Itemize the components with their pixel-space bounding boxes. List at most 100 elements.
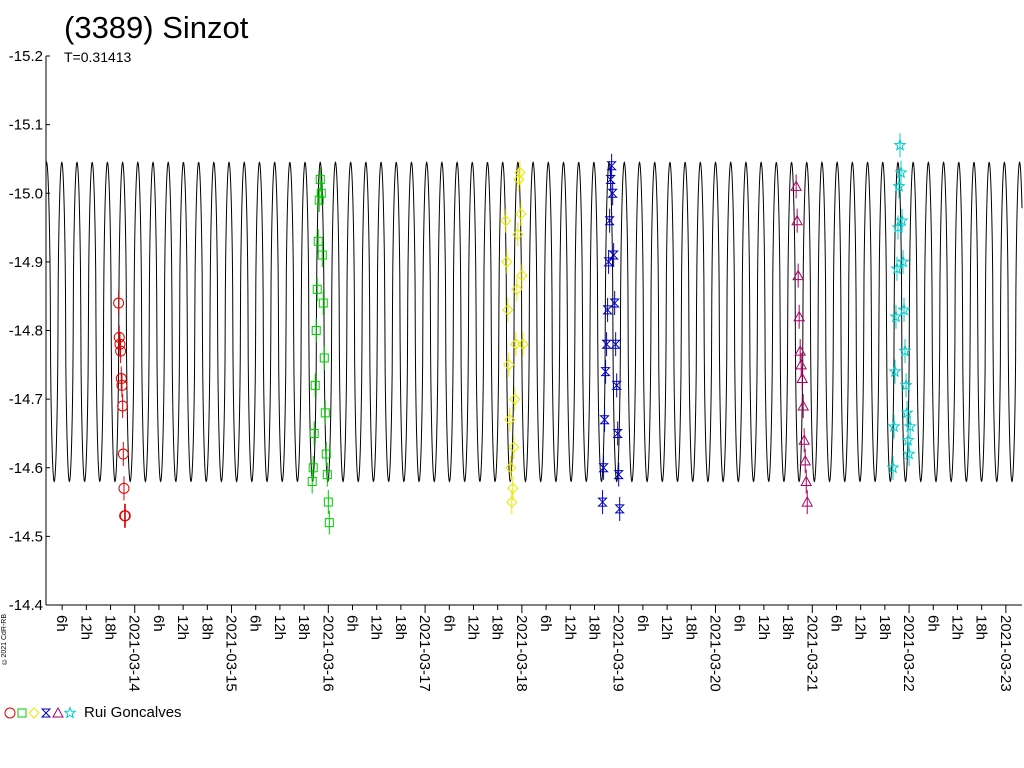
data-point-triangle (792, 269, 805, 281)
data-point-diamond (511, 283, 523, 296)
data-point-diamond (517, 338, 529, 350)
data-point-star (897, 302, 911, 316)
data-point-hourglass (610, 339, 621, 349)
y-tick-label: -14.8 (9, 323, 43, 340)
legend-marker-triangle (52, 706, 64, 718)
x-hour-label: 12h (658, 615, 675, 640)
legend-marker-star (63, 706, 77, 719)
chart-title: (3389) Sinzot (64, 10, 249, 45)
data-point-triangle (793, 310, 806, 322)
data-point-star (898, 344, 912, 357)
fit-curve (45, 161, 1023, 483)
y-tick-label: -14.9 (9, 254, 43, 271)
data-point-hourglass (606, 161, 617, 171)
x-date-label: 2021-03-20 (706, 615, 723, 692)
data-point-hourglass (602, 305, 613, 315)
data-point-hourglass (607, 188, 618, 198)
x-hour-label: 6h (53, 615, 70, 632)
data-point-diamond (500, 214, 512, 227)
data-point-square (310, 380, 320, 390)
legend-marker-square (17, 708, 27, 718)
data-point-diamond (505, 462, 517, 474)
data-point-square (321, 449, 331, 459)
data-point-diamond (504, 414, 516, 426)
x-hour-label: 18h (198, 615, 215, 640)
data-point-square (319, 353, 329, 363)
data-point-diamond (513, 173, 525, 186)
data-point-triangle (794, 345, 807, 356)
x-hour-label: 18h (102, 615, 119, 640)
data-point-diamond (502, 304, 514, 316)
data-point-hourglass (604, 216, 615, 226)
x-hour-label: 6h (150, 615, 167, 632)
copyright-watermark: ©2021 CdR-RB (1, 614, 8, 665)
x-hour-label: 18h (973, 615, 990, 640)
data-point-triangle (797, 399, 810, 411)
x-date-label: 2021-03-15 (223, 615, 240, 692)
data-point-square (314, 195, 324, 205)
legend: Rui Goncalves (4, 703, 182, 721)
x-hour-label: 6h (344, 615, 361, 632)
data-point-triangle (796, 372, 809, 384)
data-point-circle (119, 510, 131, 522)
data-point-triangle (799, 454, 812, 466)
data-point-circle (115, 345, 127, 357)
legend-marker-circle (4, 707, 16, 719)
x-hour-label: 12h (465, 615, 482, 640)
data-point-hourglass (599, 415, 610, 425)
data-point-star (901, 433, 915, 446)
data-point-star (903, 419, 917, 433)
series-hourglass (597, 153, 625, 521)
data-point-square (312, 284, 322, 294)
data-point-star (895, 213, 909, 227)
x-hour-label: 6h (827, 615, 844, 632)
data-point-triangle (798, 434, 811, 445)
x-hour-label: 18h (489, 615, 506, 640)
data-point-triangle (800, 475, 813, 486)
data-point-star (886, 460, 900, 474)
data-point-star (902, 447, 916, 460)
data-point-hourglass (609, 298, 620, 308)
data-point-star (894, 165, 908, 179)
series-square (307, 167, 334, 535)
x-hour-label: 18h (295, 615, 312, 640)
series-circle (113, 291, 131, 528)
data-point-square (315, 175, 325, 185)
data-point-square (318, 298, 328, 308)
data-point-hourglass (614, 504, 625, 514)
y-tick-label: -15.2 (9, 48, 43, 65)
y-tick-label: -15.0 (9, 185, 43, 202)
x-date-label: 2021-03-18 (513, 615, 530, 692)
legend-observer-name: Rui Goncalves (84, 703, 182, 721)
x-hour-label: 6h (440, 615, 457, 632)
legend-marker-hourglass (40, 708, 52, 718)
data-point-star (890, 261, 904, 275)
data-point-star (893, 138, 907, 151)
data-point-star (892, 179, 906, 193)
data-point-circle (118, 482, 130, 494)
data-point-diamond (503, 359, 515, 371)
series-triangle (790, 174, 814, 515)
data-point-triangle (790, 180, 802, 191)
data-point-star (896, 254, 910, 268)
lightcurve-chart: -15.2 -15.1 -15.0 -14.9 -14.8 -14.7 -14.6 -14.5… (9, 48, 1023, 692)
y-tick-label: -15.1 (9, 117, 43, 134)
data-point-hourglass (611, 380, 622, 390)
data-point-hourglass (613, 470, 624, 480)
data-point-diamond (512, 228, 524, 241)
data-point-circle (115, 373, 127, 385)
x-hour-label: 18h (779, 615, 796, 640)
data-point-diamond (501, 256, 513, 268)
data-point-diamond (508, 441, 520, 453)
y-tick-label: -14.5 (9, 528, 43, 545)
x-hour-label: 6h (924, 615, 941, 632)
data-point-hourglass (603, 257, 614, 267)
data-point-diamond (516, 269, 528, 282)
y-tick-label: -14.7 (9, 391, 43, 408)
data-point-circle (113, 331, 125, 343)
data-point-diamond (507, 482, 519, 495)
x-hour-label: 12h (561, 615, 578, 640)
x-date-label: 2021-03-17 (416, 615, 433, 692)
data-point-circle (116, 379, 128, 391)
data-point-square (316, 188, 326, 198)
